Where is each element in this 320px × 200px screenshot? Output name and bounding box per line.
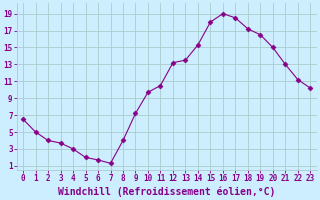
- X-axis label: Windchill (Refroidissement éolien,°C): Windchill (Refroidissement éolien,°C): [58, 186, 276, 197]
